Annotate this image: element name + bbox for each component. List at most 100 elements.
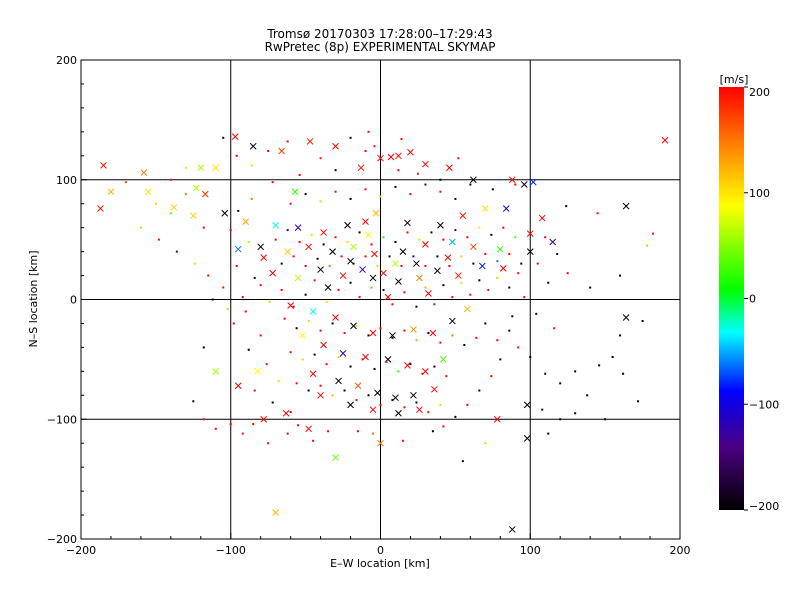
data-point-dot — [286, 229, 289, 232]
data-point-dot — [547, 432, 550, 435]
data-point-dot — [401, 439, 404, 442]
data-point-dot — [322, 243, 325, 246]
data-point-dot — [454, 197, 457, 200]
data-point-cross — [357, 164, 365, 172]
data-point-dot — [175, 250, 178, 253]
data-point-dot — [295, 382, 298, 385]
data-point-dot — [430, 231, 433, 234]
data-point-cross — [374, 389, 381, 397]
data-point-cross — [446, 164, 453, 172]
data-point-dot — [292, 305, 295, 308]
data-point-cross — [299, 332, 306, 339]
data-point-cross — [254, 367, 262, 375]
data-point-dot — [349, 197, 352, 200]
data-point-dot — [544, 372, 547, 375]
data-point-cross — [284, 248, 292, 255]
data-point-cross — [305, 243, 312, 251]
data-point-dot — [652, 232, 655, 235]
data-point-dot — [343, 389, 346, 392]
data-point-cross — [416, 274, 423, 282]
data-point-dot — [259, 284, 262, 287]
data-point-cross — [359, 266, 366, 273]
data-point-dot — [268, 300, 271, 303]
data-point-cross — [502, 205, 510, 212]
data-point-dot — [229, 229, 232, 232]
data-point-dot — [346, 241, 349, 244]
data-point-dot — [357, 430, 360, 433]
data-point-cross — [529, 178, 537, 186]
data-point-cross — [399, 248, 407, 255]
data-point-cross — [469, 176, 477, 184]
data-point-cross — [478, 262, 486, 270]
data-point-dot — [331, 322, 334, 325]
data-point-dot — [313, 353, 316, 356]
x-tick-label: −200 — [66, 544, 96, 557]
data-point-dot — [433, 365, 436, 368]
data-point-dot — [424, 286, 427, 289]
data-point-dot — [247, 348, 250, 351]
data-point-dot — [466, 236, 469, 239]
data-point-dot — [403, 329, 406, 332]
data-point-dot — [367, 130, 370, 133]
chart-title: Tromsø 20170303 17:28:00–17:29:43 — [266, 27, 492, 41]
data-point-cross — [464, 305, 471, 313]
data-point-dot — [619, 274, 622, 277]
data-point-cross — [362, 218, 369, 226]
data-point-dot — [391, 399, 394, 402]
data-point-cross — [332, 454, 339, 461]
data-point-dot — [253, 276, 256, 279]
data-point-dot — [637, 400, 640, 403]
data-point-dot — [139, 226, 142, 229]
data-point-dot — [226, 308, 229, 311]
data-point-dot — [370, 243, 373, 246]
data-point-dot — [596, 212, 599, 215]
data-point-dot — [286, 140, 289, 143]
data-point-dot — [508, 252, 511, 255]
data-point-dot — [478, 389, 481, 392]
data-point-cross — [350, 243, 357, 251]
data-point-dot — [361, 358, 364, 361]
data-point-dot — [535, 312, 538, 315]
data-point-cross — [422, 241, 429, 248]
data-point-dot — [169, 212, 172, 215]
data-point-cross — [410, 326, 417, 333]
data-point-dot — [448, 264, 451, 267]
data-point-dot — [124, 181, 127, 184]
data-point-dot — [298, 173, 301, 176]
data-point-dot — [496, 276, 499, 279]
data-point-dot — [252, 423, 255, 426]
data-point-dot — [403, 406, 406, 409]
data-point-dot — [235, 154, 238, 157]
data-point-dot — [427, 332, 430, 335]
data-point-cross — [309, 308, 317, 315]
data-point-dot — [478, 279, 481, 282]
data-point-dot — [520, 262, 523, 265]
data-point-dot — [511, 315, 514, 318]
data-point-cross — [526, 230, 534, 237]
data-point-dot — [484, 442, 487, 445]
data-point-dot — [514, 183, 517, 186]
data-point-cross — [413, 260, 420, 267]
data-point-dot — [337, 288, 340, 291]
data-point-dot — [514, 236, 517, 239]
data-point-cross — [170, 203, 178, 211]
data-point-cross — [440, 356, 447, 363]
data-point-dot — [445, 375, 448, 378]
y-tick-label: 0 — [70, 294, 77, 307]
data-point-dot — [382, 236, 385, 239]
data-point-dot — [502, 226, 505, 229]
data-point-dot — [394, 241, 397, 244]
data-point-dot — [439, 178, 442, 181]
data-point-cross — [369, 274, 377, 282]
data-point-cross — [257, 243, 265, 251]
data-point-dot — [319, 329, 322, 332]
data-point-dot — [277, 379, 280, 382]
data-point-dot — [327, 430, 330, 433]
data-point-dot — [622, 372, 625, 375]
data-point-dot — [415, 305, 418, 308]
data-point-dot — [604, 418, 607, 421]
data-point-cross — [416, 406, 423, 414]
data-point-cross — [369, 329, 377, 337]
data-point-dot — [298, 241, 301, 244]
data-point-cross — [201, 190, 209, 198]
